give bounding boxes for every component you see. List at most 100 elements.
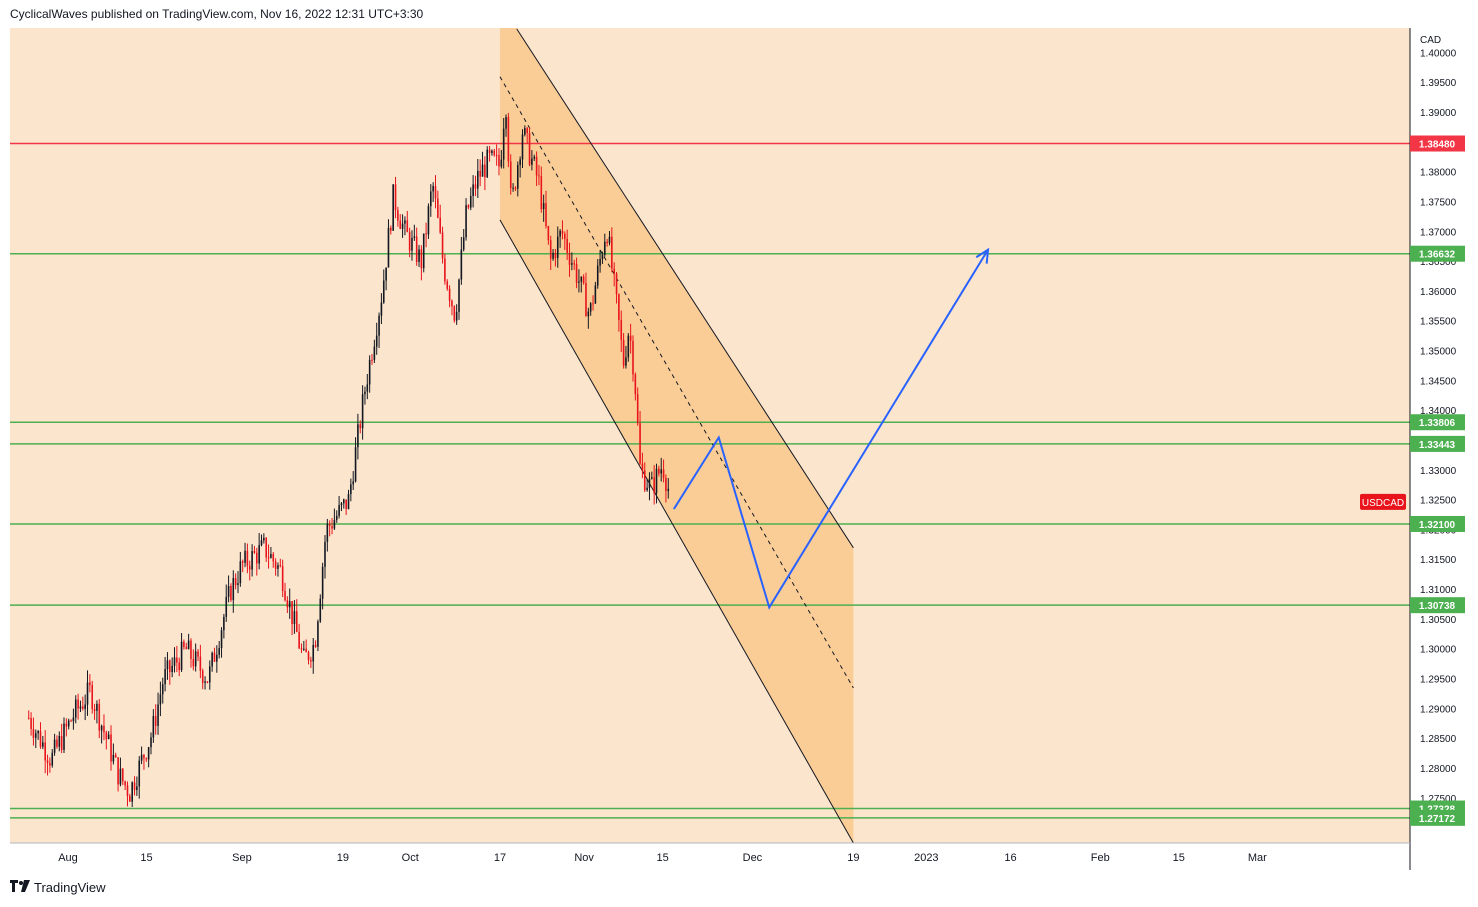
candle-body	[133, 782, 136, 790]
candle-body	[653, 477, 655, 494]
time-tick-label: Oct	[402, 852, 419, 864]
candle-body	[357, 424, 359, 448]
candle-body	[639, 423, 641, 464]
candle-body	[655, 468, 658, 494]
candle-body	[646, 487, 648, 491]
candle-body	[361, 394, 364, 429]
level-label-bg	[1410, 245, 1465, 262]
candle-body	[524, 128, 526, 135]
candle-body	[462, 237, 465, 250]
footer-brand[interactable]: TradingView	[10, 880, 106, 895]
level-label-bg	[1410, 414, 1465, 431]
candle-body	[147, 747, 150, 760]
time-axis[interactable]: Aug 15 Sep 19 Oct 17 Nov 15 Dec 19 2023 16 Feb 15 Mar	[58, 852, 1267, 864]
candle-body	[354, 447, 357, 482]
candle-body	[319, 598, 322, 622]
candle-body	[213, 652, 216, 662]
candle-body	[260, 540, 263, 546]
price-tick-label: 1.34000	[1420, 406, 1457, 417]
candle-body	[326, 523, 329, 542]
candle-body	[507, 117, 510, 162]
candle-body	[611, 236, 613, 269]
level-label: 1.27172	[1419, 814, 1456, 825]
candle-body	[549, 240, 552, 259]
candle-body	[265, 537, 268, 558]
candle-body	[105, 732, 108, 740]
candle-body	[119, 768, 122, 785]
candle-body	[493, 150, 496, 156]
candle-body	[324, 541, 326, 567]
price-tick-label: 1.35500	[1420, 317, 1457, 328]
candle-body	[284, 591, 286, 601]
publisher-header: CyclicalWaves published on TradingView.c…	[10, 7, 424, 21]
price-tick-label: 1.30500	[1420, 615, 1457, 626]
candle-body	[601, 254, 604, 260]
candle-body	[559, 230, 561, 237]
channel-upper-line	[516, 28, 854, 549]
candle-body	[192, 659, 195, 667]
price-tick-label: 1.29000	[1420, 704, 1457, 715]
candle-body	[533, 156, 536, 159]
candle-body	[49, 762, 51, 766]
candle-body	[270, 554, 272, 558]
candle-body	[157, 704, 159, 726]
candle-body	[380, 302, 383, 316]
candle-body	[538, 175, 540, 177]
candle-body	[230, 585, 232, 601]
candle-body	[291, 601, 293, 625]
candle-body	[237, 583, 239, 586]
candle-body	[152, 716, 155, 738]
channel-lower-line	[499, 219, 854, 844]
price-tick-label: 1.37500	[1420, 197, 1457, 208]
candle-body	[451, 300, 453, 307]
candle-body	[27, 717, 30, 719]
candle-body	[117, 757, 119, 785]
candle-body	[140, 754, 143, 761]
candle-body	[411, 237, 413, 251]
candle-body	[234, 578, 237, 586]
candle-body	[394, 184, 397, 211]
candle-body	[176, 657, 178, 663]
candle-body	[126, 785, 129, 796]
level-price-labels: 1.38480 1.36632 1.33806 1.33443 1.32100 1.307…	[1410, 135, 1465, 826]
level-label: 1.38480	[1419, 140, 1456, 151]
candle-body	[641, 463, 644, 471]
candle-body	[220, 630, 223, 649]
candle-body	[404, 220, 406, 224]
candle-body	[418, 249, 420, 262]
candle-body	[32, 729, 35, 738]
price-tick-label: 1.32500	[1420, 496, 1457, 507]
candle-body	[267, 557, 270, 559]
candle-body	[432, 186, 434, 192]
candle-body	[338, 505, 340, 516]
candle-body	[303, 648, 305, 650]
candle-body	[481, 164, 484, 177]
candle-body	[625, 357, 627, 366]
candle-body	[594, 285, 597, 304]
candle-body	[575, 264, 578, 283]
candle-body	[516, 165, 519, 189]
price-tick-label: 1.36500	[1420, 257, 1457, 268]
candle-body	[422, 233, 425, 269]
candle-body	[495, 155, 498, 157]
candle-body	[437, 198, 439, 218]
candle-body	[305, 648, 307, 653]
candle-body	[77, 699, 79, 709]
candle-body	[627, 335, 630, 358]
candle-body	[364, 391, 366, 395]
candle-body	[63, 723, 65, 750]
candle-body	[44, 742, 46, 761]
candle-body	[620, 320, 623, 340]
price-tick-label: 1.36000	[1420, 287, 1457, 298]
price-tick-label: 1.31500	[1420, 555, 1457, 566]
candle-body	[618, 294, 620, 321]
candle-body	[399, 220, 402, 229]
candle-body	[46, 760, 49, 763]
candle-body	[491, 150, 493, 153]
candle-body	[596, 265, 599, 286]
candle-body	[187, 640, 190, 650]
candle-body	[413, 236, 416, 238]
candle-body	[488, 149, 491, 153]
candle-body	[232, 578, 235, 601]
